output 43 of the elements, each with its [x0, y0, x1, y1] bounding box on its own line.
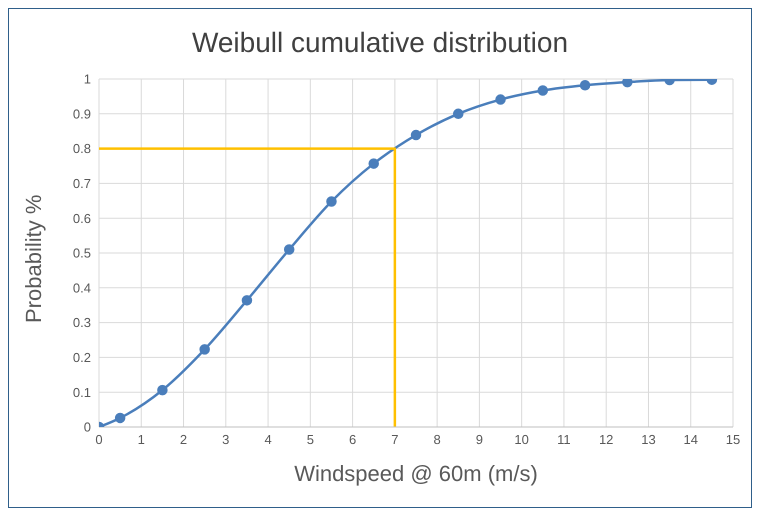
x-tick-label: 1 [138, 432, 145, 448]
x-tick-label: 3 [222, 432, 230, 448]
x-tick-label: 11 [557, 432, 571, 448]
x-tick-label: 9 [476, 432, 484, 448]
y-tick-label: 1 [84, 72, 91, 87]
x-axis-title: Windspeed @ 60m (m/s) [294, 461, 538, 486]
point [157, 384, 168, 396]
y-tick-label: 0.4 [72, 280, 91, 296]
y-tick-label: 0.3 [72, 315, 91, 330]
point [580, 80, 590, 91]
x-tick-label: 14 [684, 432, 698, 448]
point [495, 94, 506, 105]
x-tick-label: 7 [391, 432, 398, 448]
y-tick-label: 0.8 [72, 141, 91, 156]
point [622, 79, 633, 88]
point [368, 158, 379, 169]
x-tick-label: 15 [726, 432, 740, 448]
y-tick-label: 0.9 [72, 106, 91, 122]
point [326, 196, 337, 207]
point [453, 108, 464, 120]
y-tick-label: 0.6 [72, 210, 91, 226]
point [410, 130, 422, 140]
x-tick-label: 12 [598, 432, 614, 448]
y-axis-title: Probability % [20, 194, 46, 323]
y-tick-label: 0.7 [72, 176, 91, 192]
point [284, 244, 294, 255]
x-tick-label: 0 [95, 432, 103, 448]
point [114, 412, 126, 424]
y-tick-label: 0.2 [72, 350, 91, 366]
point [199, 344, 210, 355]
x-tick-label: 13 [641, 432, 656, 448]
y-tick-label: 0 [84, 420, 91, 435]
x-tick-label: 8 [434, 432, 441, 448]
x-tick-label: 4 [264, 432, 272, 448]
x-tick-label: 2 [180, 432, 188, 448]
x-tick-label: 6 [348, 432, 356, 448]
point [538, 85, 548, 96]
chart-title: Weibull cumulative distribution [190, 27, 570, 60]
y-tick-label: 0.1 [72, 384, 91, 400]
x-tick-label: 5 [306, 432, 314, 448]
x-tick-label: 10 [514, 432, 529, 448]
y-tick-label: 0.5 [72, 246, 91, 261]
point [242, 295, 252, 306]
